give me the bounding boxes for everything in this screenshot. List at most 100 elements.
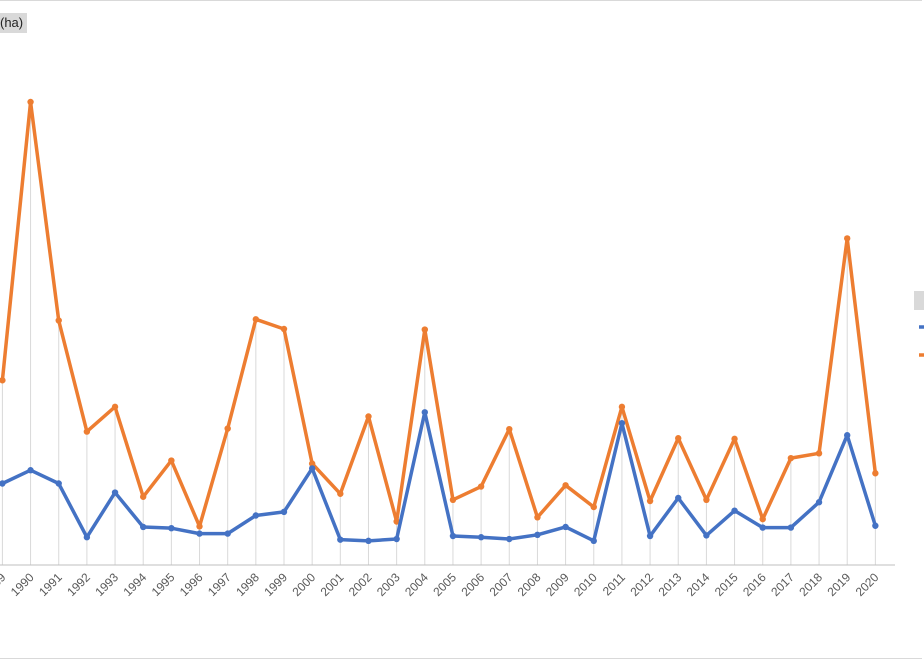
x-tick-label: 2013 [656,570,685,599]
series-1-point [590,537,597,545]
series-1-point [308,465,316,472]
series-line-1 [0,410,878,543]
series-1-point [393,535,400,543]
series-1-point [55,480,62,487]
series-2-point [252,316,260,323]
series-1-point [731,507,738,514]
x-tick-labels: 1989 1990 1991 1992 1993 1994 1995 1996 1997 1998… [0,570,882,599]
series-1-point [111,489,119,496]
x-tick-label: 1989 [0,570,9,599]
series-1-point [280,508,288,516]
x-tick-label: 2009 [543,570,572,599]
legend [919,325,924,357]
x-tick-label: 2020 [853,570,882,599]
series-1-point [562,523,569,531]
series-2-point [731,435,738,443]
y-axis-label: (ha) [0,13,28,33]
x-tick-label: 2006 [458,570,487,599]
series-line-2 [0,100,878,529]
series-1-point [0,480,6,487]
series-2-point [393,518,400,525]
series-1-point [703,532,710,539]
series-1-point [477,534,485,541]
series-2-point [703,496,710,504]
x-tick-label: 1997 [205,570,234,599]
series-1-point [787,524,795,531]
series-1-point [844,432,851,439]
series-2-point [477,483,485,490]
x-tick-label: 2014 [684,570,713,599]
x-tick-label: 2016 [740,570,769,599]
series-1-point [365,537,372,545]
series-2-point [787,454,795,462]
series-2-point [618,403,626,411]
series-2-point [815,450,823,457]
series-2-point [675,435,682,442]
series-2-point [111,403,119,411]
series-1-point [252,512,260,519]
x-tick-label: 2008 [515,570,544,599]
series-1-point [449,532,457,540]
series-2-point [0,377,6,384]
series-1-point [759,524,766,531]
x-tick-label: 1998 [233,570,262,599]
series-1-point [618,419,626,427]
series-1-point [27,467,34,474]
x-tick-label: 2015 [712,570,741,599]
x-tick-label: 1993 [92,570,121,599]
series-1-point [224,530,231,537]
x-tick-label: 1996 [177,570,206,599]
x-tick-label: 1992 [64,570,93,599]
x-tick-label: 1990 [8,570,37,599]
series-1-point [337,536,344,543]
legend-title-box [914,291,924,310]
series-2-point [196,523,203,530]
x-tick-label: 2017 [768,570,797,599]
x-tick-label: 2005 [430,570,459,599]
series-1-point [815,499,823,506]
series-2-point [590,503,597,511]
series-1-point [421,409,428,416]
x-tick-label: 2018 [796,570,825,599]
series-2-point [168,457,175,464]
series-1-point [506,535,513,543]
series-1-point [140,523,147,531]
series-2-point [534,514,541,521]
x-tick-label: 2019 [825,570,854,599]
series-2-point [27,98,34,106]
series-2-point [83,428,91,435]
x-tick-label: 1994 [121,570,150,599]
x-tick-label: 2002 [346,570,375,599]
series-2-point [872,470,879,477]
series-2-point [562,482,569,489]
x-tick-label: 2010 [571,570,600,599]
gridlines [1,101,876,565]
series-2-point [421,326,428,333]
x-tick-label: 2003 [374,570,403,599]
x-tick-label: 2011 [600,570,628,598]
series-2-point [844,235,851,242]
series-1-point [646,532,654,540]
series-2-point [55,317,62,324]
series-1-point [83,534,91,541]
series-2-point [224,425,231,432]
series-2-point [506,425,513,433]
series-2-point [449,496,457,504]
series-layer [0,98,879,545]
series-2-point [365,413,372,420]
x-tick-label: 2012 [627,570,656,599]
series-1-point [675,494,682,502]
x-tick-label: 2004 [402,570,431,599]
series-2-point [140,493,147,500]
series-2-point [280,325,288,333]
x-tick-label: 1995 [149,570,178,599]
series-1-point [196,530,203,537]
series-2-point [759,515,766,523]
x-tick-label: 1991 [36,570,65,599]
series-1-point [534,531,541,539]
series-1-point [872,522,879,529]
x-tick-label: 2001 [318,570,347,599]
series-2-point [337,490,344,497]
